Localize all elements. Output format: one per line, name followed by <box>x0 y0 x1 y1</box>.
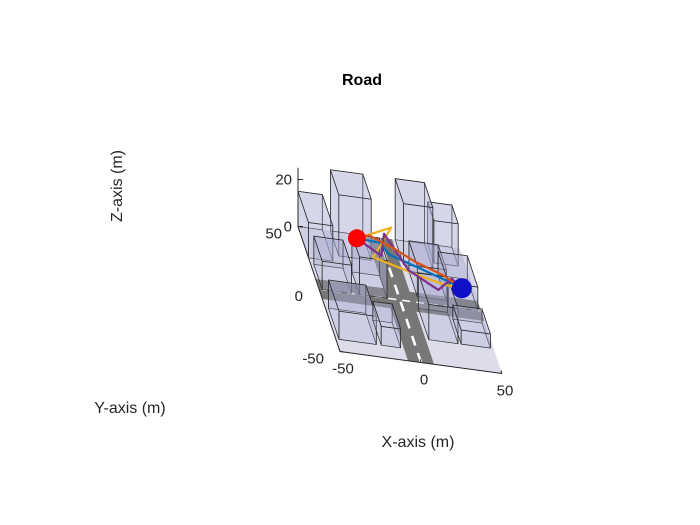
y-tick <box>339 351 345 353</box>
building-face <box>427 201 459 225</box>
x-tick <box>419 359 422 363</box>
building-face <box>313 235 352 266</box>
building-face <box>452 304 491 335</box>
y-axis-label: Y-axis (m) <box>94 400 165 417</box>
plot-area <box>297 169 502 374</box>
trajectory-line <box>356 226 463 290</box>
building-face <box>380 325 401 349</box>
building-face <box>394 178 434 209</box>
y-tick-label: 0 <box>295 288 303 305</box>
building-face <box>338 310 377 345</box>
y-tick-label: 50 <box>265 226 282 243</box>
building-face <box>327 279 377 317</box>
goal-marker <box>451 278 472 299</box>
z-tick-label: 0 <box>284 219 292 236</box>
chart-title: Road <box>342 72 382 89</box>
x-tick <box>338 348 341 352</box>
building-face <box>372 300 402 330</box>
y-tick <box>318 288 324 291</box>
trajectory-line <box>356 232 463 291</box>
building-face <box>297 190 334 227</box>
start-marker <box>347 229 366 248</box>
building-face <box>329 169 372 200</box>
x-tick-label: 50 <box>497 383 514 400</box>
x-tick-label: 0 <box>420 372 428 389</box>
x-tick-label: -50 <box>332 361 354 378</box>
z-axis-label: Z-axis (m) <box>109 150 126 222</box>
x-tick <box>500 370 503 374</box>
z-tick-label: 20 <box>275 172 292 189</box>
x-axis-label: X-axis (m) <box>382 434 455 451</box>
y-tick-label: -50 <box>302 351 324 368</box>
trajectory-line <box>356 234 463 290</box>
